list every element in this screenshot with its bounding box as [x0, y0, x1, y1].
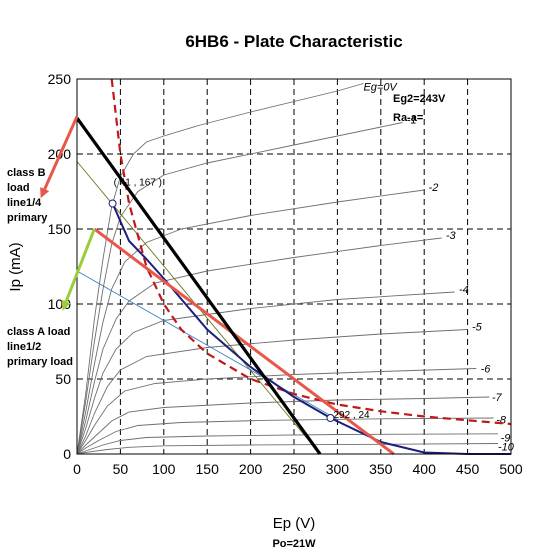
x-tick-label: 50	[113, 461, 129, 477]
characteristic-curves: Eg=0V -1 -2 -3 -4 -5 -6 -7 -8 -9-10	[76, 82, 515, 455]
curve-label: Eg=0V	[363, 82, 398, 94]
curve-label: -7	[492, 392, 503, 404]
chart-title: 6HB6 - Plate Characteristic	[185, 32, 402, 51]
y-tick-label: 50	[55, 371, 71, 387]
curve-label: -5	[472, 322, 483, 334]
y-axis-label: Ip (mA)	[7, 242, 24, 291]
grid-voltage-curve	[76, 189, 425, 455]
y-tick-label: 0	[63, 446, 71, 462]
grid-voltage-curve	[76, 83, 364, 455]
curve-label: -9	[501, 433, 511, 445]
curve-label: -2	[429, 182, 439, 194]
curve-label: -8	[496, 415, 507, 427]
annotations: class B load line1/4 primary class A load lin…	[7, 115, 96, 368]
x-tick-label: 250	[282, 461, 306, 477]
curve-label: -3	[446, 230, 457, 242]
power-output-label: Po=21W	[272, 538, 316, 550]
y-tick-label: 250	[48, 71, 72, 87]
axis-ticks: 0 50 100 150 200 250 300 350 400 450 5000501001502…	[48, 71, 523, 477]
grid-voltage-curve	[76, 417, 494, 455]
grid-voltage-curve	[76, 433, 499, 455]
annotation-arrow	[40, 115, 79, 199]
operating-point-label: ( 41 , 167 )	[114, 178, 162, 189]
raa-label: Ra-a=	[393, 112, 423, 124]
eg2-label: Eg2=243V	[393, 93, 446, 105]
plate-dissipation-curve	[110, 78, 512, 426]
operating-point	[108, 199, 117, 208]
plot-frame	[76, 78, 512, 455]
annotation-text: class A load	[7, 326, 70, 338]
x-tick-label: 300	[326, 461, 350, 477]
grid	[77, 79, 511, 454]
x-tick-label: 150	[196, 461, 220, 477]
annotation-text: class B	[7, 167, 46, 179]
x-tick-label: 100	[152, 461, 176, 477]
grid-voltage-curve	[76, 237, 442, 455]
grid-voltage-curve	[76, 396, 490, 455]
curve-label: -10	[498, 442, 515, 454]
grid-voltage-curve	[76, 368, 477, 455]
curve-label: -1	[407, 115, 417, 127]
x-tick-label: 350	[369, 461, 393, 477]
annotation-text: line1/2	[7, 341, 41, 353]
operating-point	[326, 414, 335, 422]
annotation-text: primary load	[7, 356, 73, 368]
x-tick-label: 200	[239, 461, 263, 477]
curve-label: -6	[481, 364, 492, 376]
annotation-text: line1/4	[7, 197, 42, 209]
operating-point-label: 292 , 24	[333, 410, 370, 421]
x-tick-label: 500	[499, 461, 523, 477]
annotation-arrow	[61, 228, 96, 311]
grid-voltage-curve	[76, 443, 499, 455]
curve-label: -4	[459, 284, 469, 296]
x-tick-label: 450	[456, 461, 480, 477]
x-tick-label: 400	[413, 461, 437, 477]
y-tick-label: 150	[48, 221, 72, 237]
grid-voltage-curve	[76, 122, 403, 455]
load-line-black	[75, 117, 322, 455]
x-axis-label: Ep (V)	[273, 515, 316, 532]
load-line-red	[93, 227, 395, 456]
load-lines: ( 41 , 167 ) 292 , 24	[75, 78, 512, 456]
annotation-text: load	[7, 182, 30, 194]
grid-voltage-curve	[76, 329, 468, 455]
annotation-text: primary	[7, 212, 48, 224]
x-tick-label: 0	[73, 461, 81, 477]
operating-curve	[111, 203, 511, 455]
grid-voltage-curve	[76, 291, 455, 455]
